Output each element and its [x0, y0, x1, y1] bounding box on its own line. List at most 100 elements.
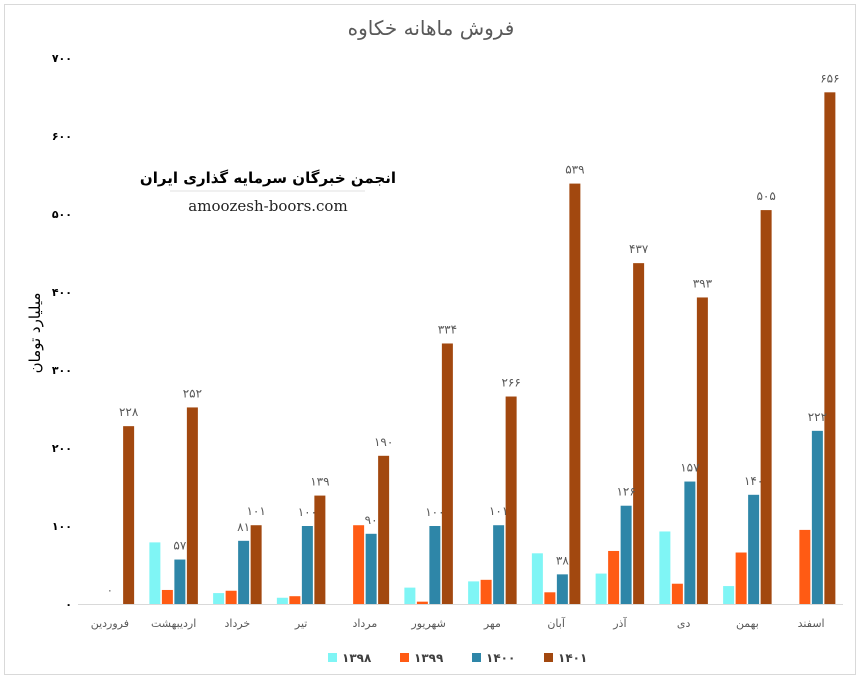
bars	[123, 92, 836, 604]
legend-swatch	[328, 653, 337, 662]
y-tick-label: ۰	[65, 598, 72, 611]
data-label: ۱۰۱	[489, 504, 508, 518]
bar	[531, 553, 543, 604]
legend-swatch	[400, 653, 409, 662]
data-label: ۴۳۷	[629, 242, 649, 256]
legend: ۱۳۹۸ ۱۳۹۹ ۱۴۰۰ ۱۴۰۱	[328, 651, 587, 665]
bar	[684, 481, 696, 604]
watermark-url: amoozesh-boors.com	[188, 197, 347, 215]
legend-label: ۱۳۹۸	[342, 651, 372, 665]
bar	[824, 92, 836, 604]
y-tick-label: ۳۰۰	[52, 364, 72, 377]
bar	[149, 542, 161, 604]
bar	[365, 533, 377, 604]
x-tick-label: اردیبهشت	[151, 617, 196, 630]
data-label: ۵۷	[173, 539, 186, 553]
data-label: ۲۶۶	[501, 376, 520, 390]
data-label: ۳۹۳	[693, 276, 713, 290]
data-label: ۹۰	[365, 513, 378, 527]
bar	[760, 210, 772, 604]
legend-swatch	[472, 653, 481, 662]
y-tick-label: ۱۰۰	[52, 520, 72, 533]
bar	[633, 263, 645, 604]
x-tick-label: اسفند	[798, 617, 825, 630]
y-axis-ticks: ۰ ۱۰۰ ۲۰۰ ۳۰۰ ۴۰۰ ۵۰۰ ۶۰۰ ۷۰۰	[52, 52, 72, 611]
data-label: ۸۱	[237, 520, 250, 534]
watermark-title: انجمن خبرگان سرمایه گذاری ایران	[140, 169, 396, 187]
data-label: ۱۴۰	[744, 474, 763, 488]
legend-swatch	[544, 653, 553, 662]
legend-label: ۱۳۹۹	[414, 651, 444, 665]
data-label: ۳۳۴	[438, 322, 457, 336]
data-label: ۵۳۹	[565, 163, 584, 177]
bar	[441, 343, 453, 604]
data-label: ۱۹۰	[374, 435, 393, 449]
data-label: ۱۰۰	[425, 505, 444, 519]
data-label: ۲۲۸	[119, 405, 139, 419]
data-label: ۲۵۲	[183, 386, 202, 400]
legend-label: ۱۴۰۱	[558, 651, 587, 665]
data-label: ۰	[107, 584, 113, 597]
y-tick-label: ۴۰۰	[52, 286, 72, 299]
x-tick-label: دی	[677, 617, 691, 630]
bar	[123, 426, 135, 604]
bar	[161, 589, 173, 604]
x-tick-label: شهریور	[410, 617, 445, 630]
bar	[468, 581, 480, 604]
bar	[595, 573, 607, 604]
legend-label: ۱۴۰۰	[486, 651, 515, 665]
data-label: ۳۸	[556, 553, 569, 567]
bar	[314, 495, 326, 604]
data-label: ۱۰۰	[298, 505, 317, 519]
bar	[238, 540, 250, 604]
y-tick-label: ۷۰۰	[52, 52, 72, 65]
data-label: ۵۰۵	[756, 189, 775, 203]
x-tick-label: فروردین	[91, 617, 129, 630]
data-label: ۱۵۷	[680, 461, 700, 475]
bar	[378, 455, 390, 604]
bar	[556, 574, 568, 604]
bar	[799, 529, 811, 604]
x-tick-label: خرداد	[225, 617, 251, 630]
bar	[174, 559, 186, 604]
bar	[569, 183, 581, 604]
x-tick-label: تیر	[294, 617, 307, 630]
data-label: ۱۰۱	[246, 504, 265, 518]
bar	[608, 550, 620, 604]
bar	[186, 407, 198, 604]
data-label: ۲۲۲	[808, 410, 827, 424]
x-tick-label: آذر	[612, 616, 627, 630]
chart-title: فروش ماهانه خکاوه	[348, 16, 515, 40]
bar	[225, 590, 237, 604]
bar	[276, 597, 288, 604]
bar	[723, 586, 735, 604]
bar	[353, 525, 365, 604]
bar	[735, 552, 747, 604]
data-label: ۱۳۹	[310, 475, 329, 489]
x-axis-labels: فروردین اردیبهشت خرداد تیر مرداد شهریور مهر آبا…	[91, 616, 825, 630]
data-label: ۱۲۶	[616, 485, 635, 499]
bar	[659, 531, 671, 604]
bar	[404, 587, 416, 604]
y-tick-label: ۶۰۰	[52, 130, 72, 143]
data-labels: ۵۷ ۸۱ ۱۰۰ ۹۰ ۱۰۰ ۱۰۱ ۳۸ ۱۲۶ ۱۵۷ ۱۴۰ ۲۲۲ ۲۲۸ ۲۵۲ ۱۰۱ ۱۳…	[107, 71, 840, 597]
y-tick-label: ۲۰۰	[52, 442, 72, 455]
x-tick-label: آبان	[547, 616, 565, 630]
bar	[213, 593, 225, 604]
y-axis-label: میلیارد تومان	[26, 293, 44, 374]
data-label: ۶۵۶	[820, 71, 839, 85]
x-tick-label: مهر	[483, 617, 501, 630]
bar	[301, 526, 313, 604]
bar	[480, 579, 492, 604]
bar	[289, 596, 301, 604]
bar	[620, 505, 632, 604]
bar	[811, 430, 823, 604]
x-tick-label: بهمن	[736, 617, 759, 630]
bar	[505, 396, 517, 604]
y-tick-label: ۵۰۰	[52, 208, 72, 221]
bar	[544, 592, 556, 604]
bar	[416, 601, 428, 604]
watermark: انجمن خبرگان سرمایه گذاری ایران amoozesh…	[140, 158, 396, 220]
bar	[429, 526, 441, 604]
